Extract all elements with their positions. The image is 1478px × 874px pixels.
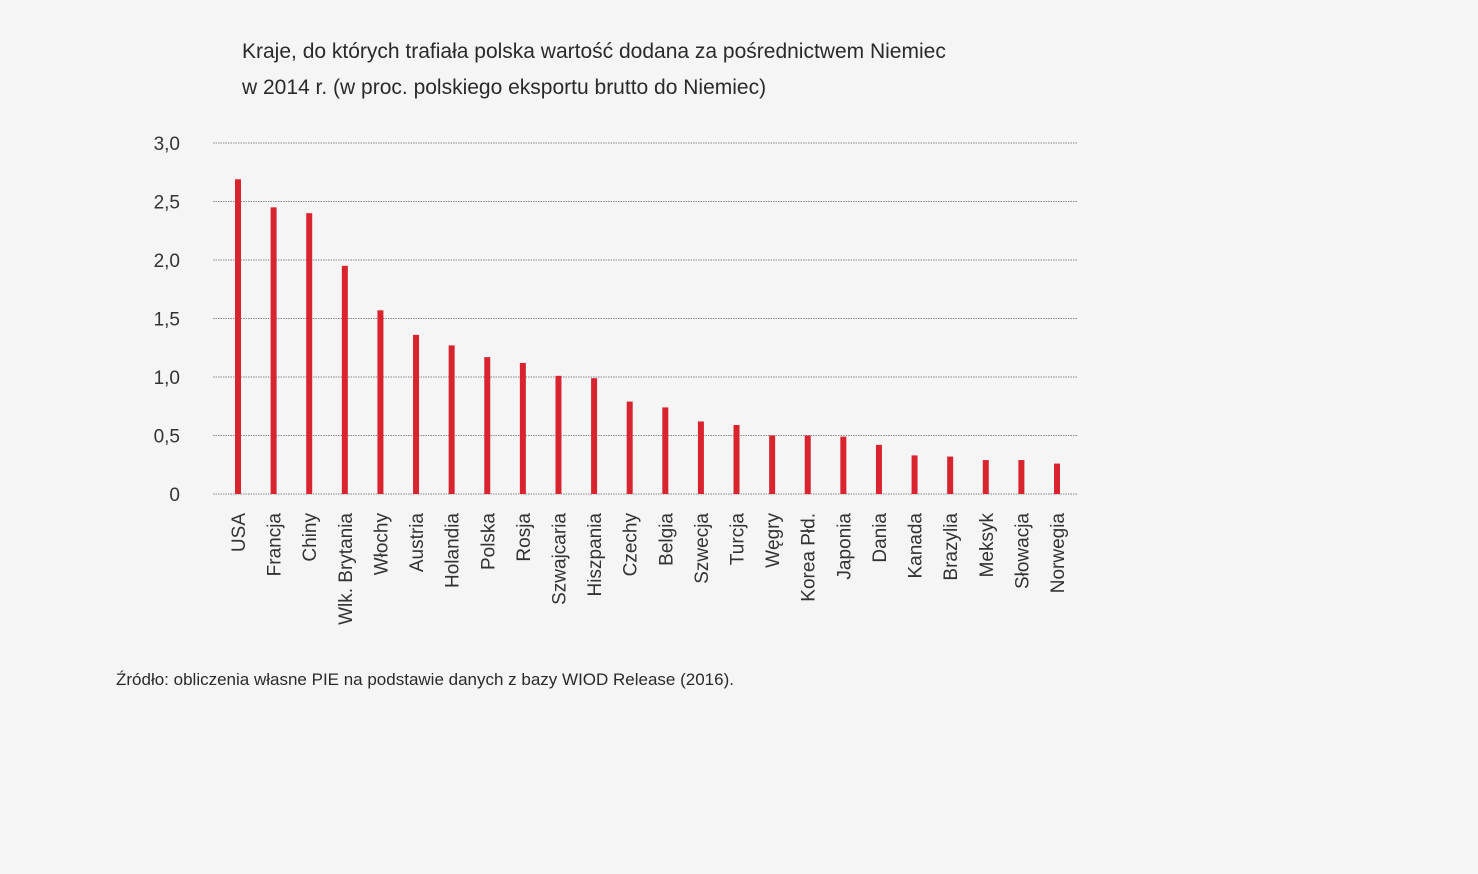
chart-title: Kraje, do których trafiała polska wartoś… <box>242 34 946 106</box>
y-tick-label: 2,5 <box>154 193 180 214</box>
bar <box>377 310 384 494</box>
x-category-label: Czechy <box>621 513 642 577</box>
bar <box>697 421 704 494</box>
x-category-label: Wlk. Brytania <box>336 513 357 625</box>
bar <box>235 179 241 494</box>
y-axis-tick-labels: 0 0,5 1,0 1,5 2,0 2,5 3,0 <box>154 134 180 506</box>
bar <box>875 444 882 494</box>
x-category-label: Korea Płd. <box>799 513 820 602</box>
x-category-label: Polska <box>478 513 499 570</box>
x-category-label: Japonia <box>834 513 855 580</box>
bar <box>1054 463 1060 494</box>
bars <box>235 179 1060 494</box>
bar <box>840 436 847 494</box>
x-category-label: Słowacja <box>1012 513 1033 589</box>
x-category-label: Włochy <box>371 513 392 576</box>
x-category-label: Holandia <box>443 513 464 588</box>
x-category-label: Francja <box>265 513 286 577</box>
x-category-label: Węgry <box>763 513 784 568</box>
chart-title-line-1: Kraje, do których trafiała polska wartoś… <box>242 40 946 63</box>
x-category-label: Belgia <box>656 513 677 566</box>
y-tick-label: 1,5 <box>154 310 180 331</box>
y-tick-label: 0,5 <box>154 427 180 448</box>
x-category-label: Turcja <box>728 513 749 566</box>
x-category-label: Kanada <box>906 513 927 579</box>
y-tick-label: 0 <box>169 485 180 506</box>
x-category-label: Dania <box>870 513 891 563</box>
x-category-label: Chiny <box>300 513 321 562</box>
y-tick-label: 1,0 <box>154 368 180 389</box>
x-category-label: Szwajcaria <box>549 513 570 605</box>
bar <box>1018 460 1025 494</box>
grid-lines <box>213 142 1078 495</box>
bar <box>804 435 811 494</box>
x-category-label: Hiszpania <box>585 513 606 597</box>
bar <box>519 362 526 494</box>
bar <box>306 213 313 494</box>
x-category-label: Brazylia <box>941 513 962 581</box>
source-note: Źródło: obliczenia własne PIE na podstaw… <box>116 670 734 689</box>
y-tick-label: 2,0 <box>154 251 180 272</box>
bar <box>626 401 633 494</box>
bar <box>911 455 918 494</box>
bar <box>413 334 420 494</box>
x-category-label: USA <box>229 513 250 552</box>
chart-title-line-2: w 2014 r. (w proc. polskiego eksportu br… <box>242 76 767 99</box>
bar <box>341 265 348 494</box>
x-category-label: Meksyk <box>977 513 998 578</box>
bar <box>982 460 989 494</box>
bar <box>769 435 776 494</box>
x-category-label: Rosja <box>514 513 535 562</box>
x-category-label: Szwecja <box>692 513 713 584</box>
y-tick-label: 3,0 <box>154 134 180 155</box>
bar <box>484 357 491 494</box>
bar <box>555 375 562 494</box>
x-axis-category-labels: USA Francja Chiny Wlk. Brytania Włochy Austri… <box>229 513 1069 625</box>
bar <box>591 378 598 494</box>
x-category-label: Austria <box>407 513 428 573</box>
bar <box>733 424 740 494</box>
bar <box>448 345 455 494</box>
bar <box>270 207 277 494</box>
x-category-label: Norwegia <box>1048 513 1069 594</box>
bar <box>662 407 669 494</box>
bar <box>947 456 954 494</box>
